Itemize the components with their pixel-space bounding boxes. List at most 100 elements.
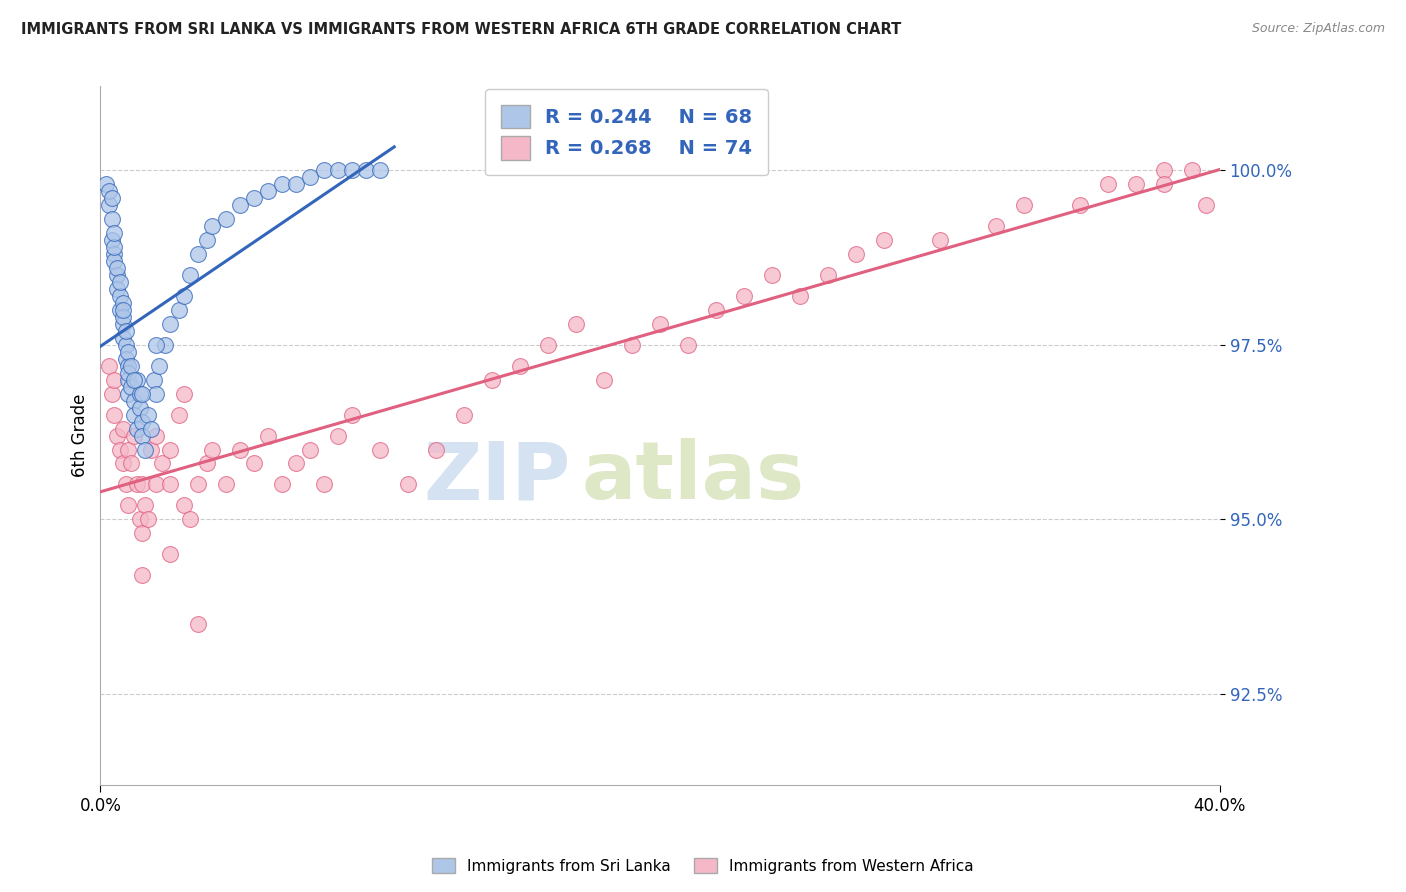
- Point: [150, 457, 173, 471]
- Point: [134, 499, 156, 513]
- Point: [187, 247, 209, 261]
- Point: [153, 338, 176, 352]
- Point: [131, 568, 153, 582]
- Point: [229, 442, 252, 457]
- Point: [117, 366, 139, 380]
- Point: [509, 359, 531, 373]
- Point: [167, 408, 190, 422]
- Point: [1012, 198, 1035, 212]
- Point: [105, 428, 128, 442]
- Point: [425, 442, 447, 457]
- Point: [929, 233, 952, 247]
- Point: [122, 408, 145, 422]
- Point: [704, 302, 727, 317]
- Point: [103, 373, 125, 387]
- Point: [167, 302, 190, 317]
- Point: [103, 240, 125, 254]
- Point: [342, 408, 364, 422]
- Point: [122, 393, 145, 408]
- Point: [103, 408, 125, 422]
- Point: [984, 219, 1007, 233]
- Point: [114, 324, 136, 338]
- Point: [145, 477, 167, 491]
- Point: [845, 247, 868, 261]
- Point: [131, 415, 153, 429]
- Point: [159, 547, 181, 561]
- Point: [97, 359, 120, 373]
- Point: [285, 177, 308, 191]
- Point: [1153, 177, 1175, 191]
- Point: [257, 184, 280, 198]
- Point: [368, 442, 391, 457]
- Point: [125, 373, 148, 387]
- Point: [105, 282, 128, 296]
- Point: [733, 289, 755, 303]
- Point: [314, 477, 336, 491]
- Point: [134, 442, 156, 457]
- Point: [97, 184, 120, 198]
- Point: [215, 212, 238, 227]
- Point: [103, 254, 125, 268]
- Point: [117, 344, 139, 359]
- Point: [453, 408, 475, 422]
- Point: [195, 233, 218, 247]
- Point: [299, 170, 322, 185]
- Legend: Immigrants from Sri Lanka, Immigrants from Western Africa: Immigrants from Sri Lanka, Immigrants fr…: [426, 852, 980, 880]
- Point: [257, 428, 280, 442]
- Point: [676, 338, 699, 352]
- Point: [396, 477, 419, 491]
- Point: [100, 386, 122, 401]
- Point: [481, 373, 503, 387]
- Point: [173, 499, 195, 513]
- Point: [136, 512, 159, 526]
- Point: [537, 338, 560, 352]
- Point: [114, 338, 136, 352]
- Point: [145, 338, 167, 352]
- Point: [593, 373, 616, 387]
- Point: [111, 302, 134, 317]
- Y-axis label: 6th Grade: 6th Grade: [72, 394, 89, 477]
- Point: [368, 163, 391, 178]
- Point: [111, 457, 134, 471]
- Point: [128, 401, 150, 415]
- Point: [328, 428, 350, 442]
- Point: [299, 442, 322, 457]
- Point: [108, 289, 131, 303]
- Point: [761, 268, 783, 282]
- Point: [621, 338, 644, 352]
- Point: [108, 275, 131, 289]
- Point: [117, 442, 139, 457]
- Point: [195, 457, 218, 471]
- Point: [122, 428, 145, 442]
- Text: atlas: atlas: [582, 439, 804, 516]
- Point: [243, 191, 266, 205]
- Point: [111, 331, 134, 345]
- Point: [117, 499, 139, 513]
- Legend: R = 0.244    N = 68, R = 0.268    N = 74: R = 0.244 N = 68, R = 0.268 N = 74: [485, 89, 768, 176]
- Point: [285, 457, 308, 471]
- Point: [136, 408, 159, 422]
- Point: [187, 477, 209, 491]
- Point: [1181, 163, 1204, 178]
- Point: [100, 233, 122, 247]
- Point: [120, 379, 142, 393]
- Point: [1195, 198, 1218, 212]
- Point: [187, 617, 209, 632]
- Point: [105, 260, 128, 275]
- Text: IMMIGRANTS FROM SRI LANKA VS IMMIGRANTS FROM WESTERN AFRICA 6TH GRADE CORRELATIO: IMMIGRANTS FROM SRI LANKA VS IMMIGRANTS …: [21, 22, 901, 37]
- Point: [111, 296, 134, 310]
- Point: [314, 163, 336, 178]
- Point: [117, 386, 139, 401]
- Point: [159, 477, 181, 491]
- Point: [1097, 177, 1119, 191]
- Point: [122, 373, 145, 387]
- Point: [179, 268, 201, 282]
- Point: [111, 317, 134, 331]
- Point: [173, 386, 195, 401]
- Point: [128, 512, 150, 526]
- Point: [1069, 198, 1091, 212]
- Point: [565, 317, 588, 331]
- Point: [342, 163, 364, 178]
- Point: [131, 526, 153, 541]
- Point: [131, 428, 153, 442]
